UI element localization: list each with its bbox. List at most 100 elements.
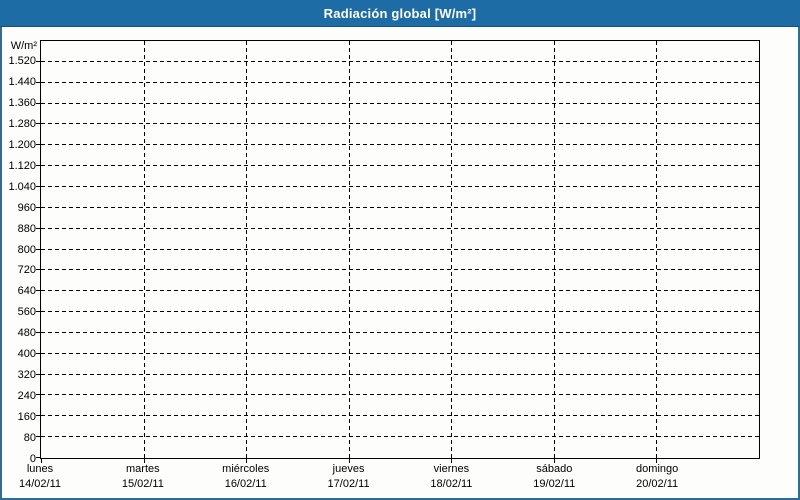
x-tick-mark [553, 458, 555, 463]
y-tick-mark [36, 373, 41, 375]
x-gridline [656, 41, 658, 458]
y-tick-label: 560 [17, 306, 36, 319]
x-tick-mark [41, 458, 42, 463]
x-gridline [553, 41, 555, 458]
x-tick-mark [451, 458, 453, 463]
x-label-date: 15/02/11 [121, 478, 164, 490]
y-axis-unit-label: W/m² [10, 40, 37, 52]
y-gridline [41, 227, 759, 229]
y-tick-label: 80 [23, 432, 36, 445]
y-tick-mark [36, 331, 41, 333]
chart-title-bar: Radiación global [W/m²] [0, 0, 800, 27]
y-tick-mark [36, 227, 41, 229]
y-tick-mark [36, 311, 41, 313]
y-tick-mark [36, 394, 41, 396]
x-tick-mark [348, 458, 350, 463]
y-tick-mark [36, 185, 41, 187]
x-gridline [451, 41, 453, 458]
y-tick-label: 240 [17, 390, 36, 403]
x-label: viernes 18/02/11 [430, 462, 472, 492]
y-tick-mark [36, 248, 41, 250]
y-gridline [41, 102, 759, 104]
x-label: sábado 19/02/11 [533, 462, 575, 492]
x-axis-labels: lunes 14/02/11 martes 15/02/11 miércoles 16/0… [19, 462, 760, 494]
x-label-day: domingo [636, 463, 679, 475]
y-tick-mark [36, 60, 41, 62]
y-gridline [41, 331, 759, 333]
x-gridline [246, 41, 248, 458]
y-tick-label: 800 [17, 243, 36, 256]
y-tick-mark [36, 206, 41, 208]
y-gridline [41, 144, 759, 146]
y-gridline [41, 248, 759, 250]
x-gridline [143, 41, 145, 458]
x-label-day: jueves [332, 463, 365, 475]
y-tick-label: 1.200 [8, 138, 36, 151]
y-tick-mark [36, 457, 41, 458]
y-tick-label: 0 [29, 453, 36, 465]
y-tick-label: 880 [17, 222, 36, 235]
x-label-date: 18/02/11 [430, 478, 473, 490]
x-label-day: martes [126, 463, 160, 475]
y-tick-mark [36, 269, 41, 271]
x-tick-mark [656, 458, 658, 463]
x-label: martes 15/02/11 [122, 462, 164, 492]
y-tick-mark [36, 165, 41, 167]
y-gridline [41, 373, 759, 375]
y-tick-label: 960 [17, 201, 36, 214]
y-gridline [41, 269, 759, 271]
y-tick-mark [36, 290, 41, 292]
x-tick-mark [246, 458, 248, 463]
y-tick-mark [36, 144, 41, 146]
y-gridline [41, 436, 759, 438]
x-label-date: 16/02/11 [224, 478, 267, 490]
y-gridline [41, 311, 759, 313]
x-label-date: 20/02/11 [636, 478, 679, 490]
y-tick-mark [36, 81, 41, 83]
y-gridline [41, 415, 759, 417]
y-gridline [41, 290, 759, 292]
chart-title: Radiación global [W/m²] [323, 5, 477, 21]
x-label: miércoles 16/02/11 [222, 462, 269, 492]
x-label-day: lunes [26, 463, 54, 475]
y-tick-label: 1.280 [8, 117, 36, 130]
y-gridline [41, 60, 759, 62]
x-label: jueves 17/02/11 [328, 462, 370, 492]
x-label: lunes 14/02/11 [19, 462, 61, 492]
y-tick-label: 400 [17, 348, 36, 361]
y-gridline [41, 394, 759, 396]
y-gridline [41, 123, 759, 125]
y-tick-label: 1.440 [8, 75, 36, 88]
y-axis-tick-labels: 0 80 160 240 320 400 480 560 640 720 800 880 960 1.04… [0, 40, 36, 465]
x-tick-mark [143, 458, 145, 463]
y-tick-label: 320 [17, 369, 36, 382]
plot-area [36, 40, 760, 463]
x-label: domingo 20/02/11 [636, 462, 678, 492]
y-gridline [41, 206, 759, 208]
y-tick-label: 480 [17, 327, 36, 340]
y-tick-label: 720 [17, 264, 36, 277]
y-tick-label: 1.040 [8, 180, 36, 193]
x-label-date: 14/02/11 [18, 478, 62, 490]
y-tick-label: 160 [17, 411, 36, 424]
y-tick-label: 640 [17, 285, 36, 298]
x-label-day: sábado [536, 463, 573, 475]
y-tick-label: 1.520 [8, 54, 36, 67]
y-gridline [41, 165, 759, 167]
y-tick-mark [36, 436, 41, 438]
y-tick-mark [36, 352, 41, 354]
y-tick-mark [36, 415, 41, 417]
y-gridline [41, 185, 759, 187]
x-label-date: 17/02/11 [327, 478, 370, 490]
y-gridline [41, 352, 759, 354]
y-gridline [41, 81, 759, 83]
x-label-day: viernes [433, 463, 470, 475]
y-tick-mark [36, 123, 41, 125]
y-tick-mark [36, 102, 41, 104]
y-tick-label: 1.120 [8, 159, 36, 172]
x-label-day: miércoles [222, 463, 270, 475]
x-gridline [348, 41, 350, 458]
x-label-date: 19/02/11 [533, 478, 576, 490]
y-tick-label: 1.360 [8, 96, 36, 109]
